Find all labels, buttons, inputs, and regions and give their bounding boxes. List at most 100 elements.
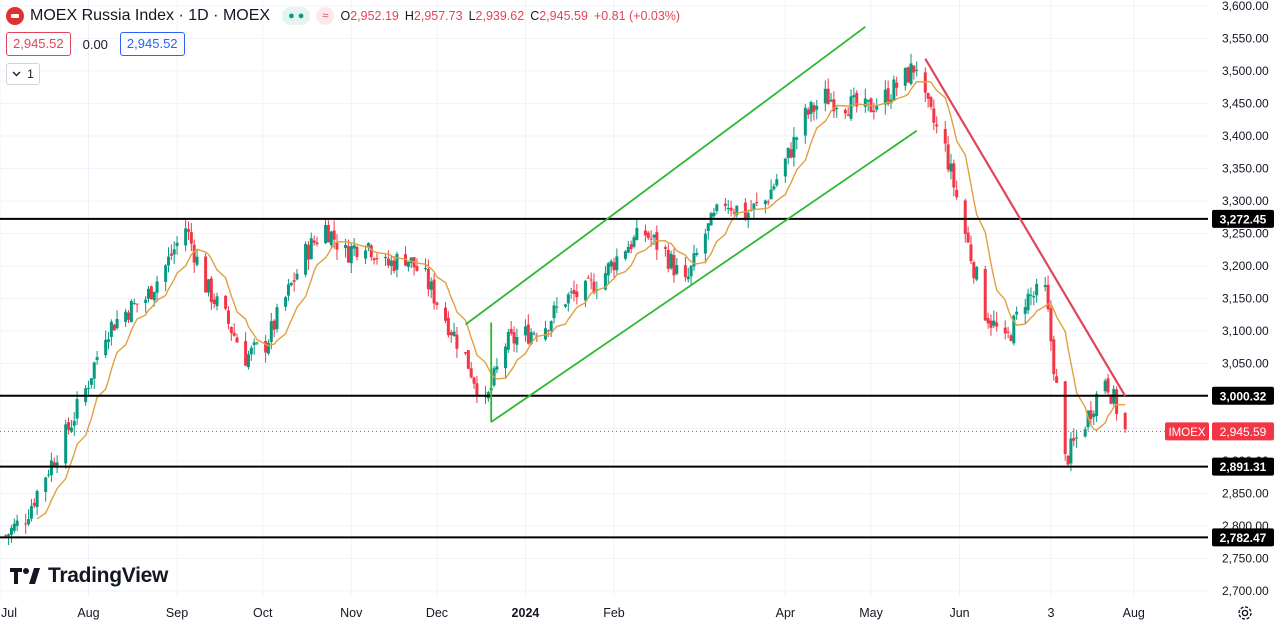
candle-body [87, 387, 91, 389]
candle-body [455, 334, 459, 349]
eye-icon[interactable]: ● ● [282, 7, 311, 25]
candle-body [475, 383, 479, 396]
moex-logo-icon [6, 7, 24, 25]
y-tick-label: 3,600.00 [1222, 0, 1269, 13]
x-tick-label: Jun [949, 606, 969, 620]
tradingview-logo-text: TradingView [48, 564, 169, 587]
candle-body [104, 339, 108, 356]
candle-body [369, 245, 373, 258]
candle-body [424, 268, 428, 270]
candle-body [444, 307, 448, 321]
candle-body [909, 63, 913, 84]
candle-body [563, 304, 567, 307]
level-price-label: 3,272.45 [1220, 212, 1267, 226]
candle-body [289, 282, 293, 286]
candle-body [89, 378, 93, 385]
price-axis[interactable]: 2,700.002,750.002,800.002,850.002,900.00… [1165, 0, 1274, 598]
candle-body [386, 258, 390, 266]
candle-body [986, 318, 990, 324]
x-tick-label: Dec [426, 606, 448, 620]
candle-body [589, 279, 593, 281]
candle-body [695, 252, 699, 255]
candle-body [24, 523, 28, 525]
candle-body [229, 326, 233, 334]
candle-body [1012, 315, 1016, 344]
candle-body [615, 256, 619, 271]
candle-body [1075, 437, 1079, 439]
candle-body [415, 266, 419, 271]
candle-body [355, 246, 359, 257]
candle-body [152, 291, 156, 301]
buy-price-button[interactable]: 2,945.52 [119, 32, 185, 56]
candle-body [592, 281, 596, 294]
candle-body [792, 136, 796, 158]
candle-body [232, 332, 236, 336]
candle-body [843, 109, 847, 114]
candle-body [15, 520, 19, 526]
candle-body [69, 427, 73, 432]
candle-body [112, 324, 116, 331]
candle-body [786, 147, 790, 158]
wave-icon[interactable]: ≈ [316, 7, 335, 25]
candle-body [935, 124, 939, 127]
symbol-title[interactable]: MOEX Russia Index · 1D · MOEX [30, 7, 271, 24]
candle-body [284, 297, 288, 307]
candle-body [306, 244, 310, 260]
candle-body [989, 320, 993, 328]
change-value: +0.81 (+0.03%) [593, 9, 681, 23]
candle-body [715, 204, 719, 212]
candle-body [295, 273, 299, 280]
candle-body [67, 422, 71, 430]
spread-value: 0.00 [82, 36, 108, 52]
candle-body [583, 280, 587, 301]
candle-body [286, 284, 290, 296]
y-tick-label: 3,400.00 [1222, 129, 1269, 143]
candle-body [1089, 410, 1093, 420]
candle-body [552, 305, 556, 319]
candle-body [164, 265, 168, 282]
last-price-tag [1212, 422, 1274, 441]
candle-body [686, 276, 690, 280]
high-value: 2,957.73 [413, 9, 463, 23]
tradingview-logo[interactable]: TradingView [10, 564, 168, 588]
candle-body [515, 336, 519, 345]
gear-icon[interactable] [1236, 604, 1254, 622]
sell-price-button[interactable]: 2,945.52 [6, 32, 71, 56]
candle-body [775, 179, 779, 186]
candle-body [1109, 394, 1113, 404]
candle-body [426, 268, 430, 290]
candle-body [815, 105, 819, 110]
candle-body [623, 251, 627, 259]
candle-body [275, 307, 279, 330]
time-axis[interactable]: Jul Aug Sep Oct Nov Dec 2024 Feb Apr May Jun 3 Aug [1, 606, 1145, 620]
candle-body [1095, 393, 1099, 417]
candle-body [943, 129, 947, 144]
x-tick-label: 3 [1047, 606, 1054, 620]
candle-body [466, 350, 470, 369]
y-tick-label: 2,750.00 [1222, 552, 1269, 566]
candle-body [546, 330, 550, 332]
candle-body [395, 253, 399, 270]
candle-body [175, 242, 179, 247]
collapse-indicators-button[interactable]: 1 [6, 63, 40, 85]
candle-body [809, 102, 813, 114]
candle-body [244, 341, 248, 366]
moving-average-line [36, 80, 1126, 520]
candle-body [184, 228, 188, 246]
candle-body [366, 243, 370, 248]
candle-body [212, 299, 216, 304]
candle-body [215, 296, 219, 307]
candle-body [435, 302, 439, 305]
candle-body [169, 253, 173, 256]
candle-body [672, 255, 676, 276]
candle-body [32, 502, 36, 506]
candle-body [872, 110, 876, 113]
candle-body [1015, 311, 1019, 315]
candle-body [172, 249, 176, 255]
y-tick-label: 3,200.00 [1222, 259, 1269, 273]
candle-body [629, 244, 633, 250]
candle-body [835, 108, 839, 110]
candle-body [886, 88, 890, 104]
candle-body [666, 249, 670, 269]
